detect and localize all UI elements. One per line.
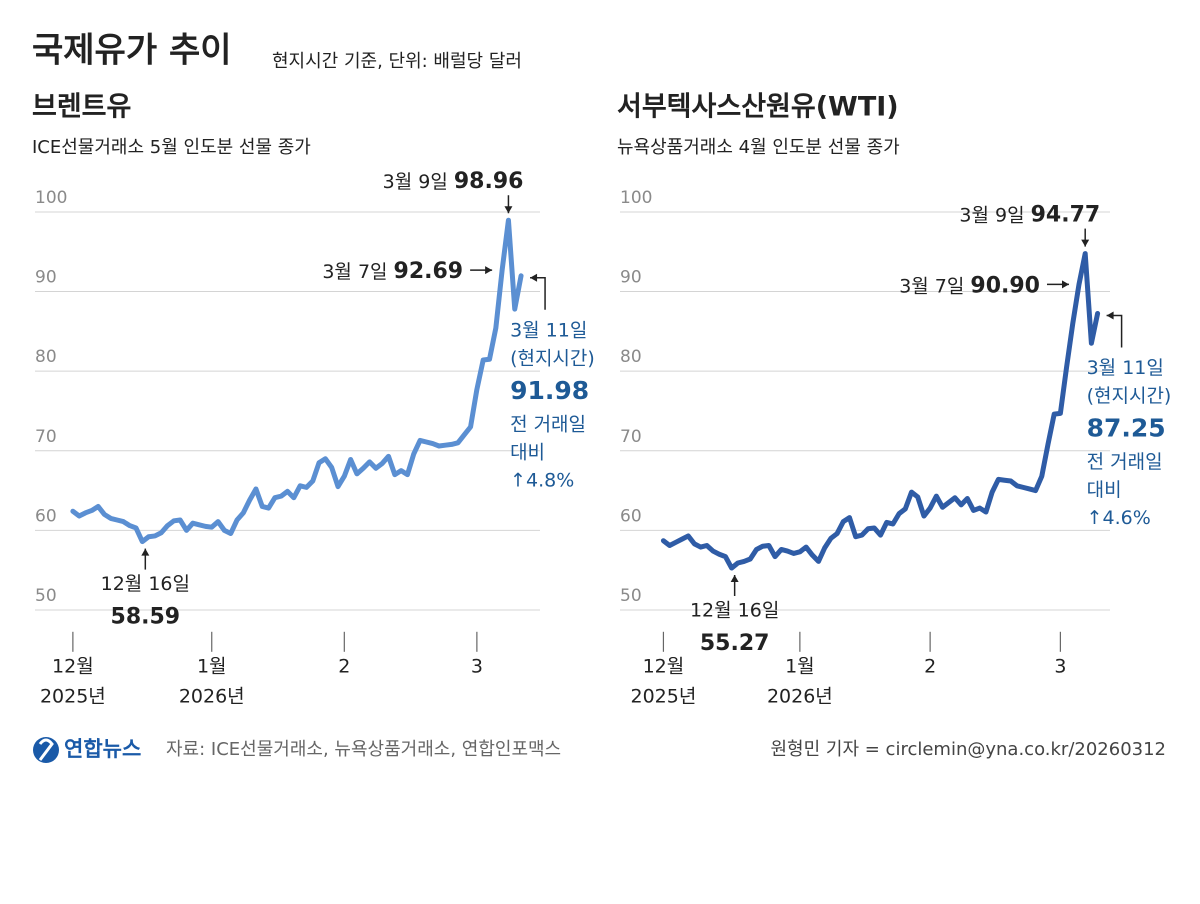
annotation-date: 12월 16일 — [101, 573, 190, 595]
annotation-value: 58.59 — [111, 605, 181, 630]
arrow-head — [730, 575, 739, 583]
arrow-head — [1106, 311, 1114, 320]
annotation: 3월 9일 98.96 — [383, 169, 524, 194]
annotation-date: 3월 7일 — [899, 275, 964, 297]
logo-mark — [38, 738, 54, 761]
annotation-value: 87.25 — [1087, 413, 1166, 442]
arrow-head — [141, 548, 150, 556]
x-tick-label: 2 — [924, 656, 936, 678]
x-tick-label: 12월 — [52, 656, 94, 678]
annotation-change: ↑4.6% — [1087, 507, 1151, 529]
annotation-change-note: 대비 — [1087, 479, 1122, 501]
annotation-note: (현지시간) — [1087, 385, 1172, 407]
annotation: 3월 7일 92.69 — [322, 259, 463, 284]
main-subtitle: 현지시간 기준, 단위: 배럴당 달러 — [272, 51, 522, 72]
annotation-date: 3월 7일 — [322, 261, 387, 283]
annotation: 3월 7일 90.90 — [899, 273, 1040, 298]
credit: 원형민 기자 = circlemin@yna.co.kr/20260312 — [771, 739, 1167, 760]
arrow-head — [504, 206, 513, 214]
x-tick-year: 2025년 — [630, 686, 696, 708]
chart-title: 브렌트유 — [32, 92, 131, 123]
annotation-date: 12월 16일 — [690, 600, 779, 622]
y-tick-label: 50 — [35, 586, 57, 606]
arrow-head — [530, 273, 538, 282]
annotation-note: (현지시간) — [510, 347, 595, 369]
arrow-head — [485, 266, 493, 275]
footer: 연합뉴스 자료: ICE선물거래소, 뉴욕상품거래소, 연합인포맥스 원형민 기… — [33, 737, 1166, 763]
y-tick-label: 60 — [620, 506, 642, 526]
annotation-change-note: 대비 — [510, 441, 545, 463]
main-title: 국제유가 추이 — [32, 31, 232, 71]
y-tick-label: 70 — [620, 427, 642, 447]
x-tick-year: 2026년 — [179, 686, 245, 708]
annotation-change-note: 전 거래일 — [1087, 451, 1163, 473]
annotation-date: 3월 9일 — [959, 204, 1024, 226]
x-tick-label: 3 — [1054, 656, 1066, 678]
y-tick-label: 50 — [620, 586, 642, 606]
y-tick-label: 90 — [620, 268, 642, 288]
chart-title: 서부텍사스산원유(WTI) — [617, 92, 899, 123]
x-tick-label: 3 — [471, 656, 483, 678]
annotation-value: 91.98 — [510, 376, 589, 405]
price-line — [70, 217, 524, 545]
x-tick-label: 1월 — [197, 656, 227, 678]
logo-text: 연합뉴스 — [64, 737, 141, 761]
y-tick-label: 60 — [35, 506, 57, 526]
annotation-value: 92.69 — [394, 259, 464, 284]
annotation-change: ↑4.8% — [510, 469, 574, 491]
annotation-value: 90.90 — [970, 273, 1040, 298]
source: 자료: ICE선물거래소, 뉴욕상품거래소, 연합인포맥스 — [166, 739, 561, 760]
y-tick-label: 100 — [35, 188, 67, 208]
chart-subtitle: ICE선물거래소 5월 인도분 선물 종가 — [32, 137, 311, 158]
y-tick-label: 90 — [35, 268, 57, 288]
y-tick-label: 100 — [620, 188, 652, 208]
arrow-head — [1061, 280, 1069, 289]
price-line — [660, 251, 1101, 571]
y-tick-label: 80 — [35, 347, 57, 367]
y-tick-label: 70 — [35, 427, 57, 447]
chart-subtitle: 뉴욕상품거래소 4월 인도분 선물 종가 — [617, 137, 900, 158]
x-tick-label: 2 — [338, 656, 350, 678]
x-tick-year: 2026년 — [767, 686, 833, 708]
annotation-date: 3월 11일 — [510, 319, 587, 341]
annotation-value: 55.27 — [700, 631, 770, 656]
annotation: 3월 9일 94.77 — [959, 203, 1100, 228]
annotation-date: 3월 11일 — [1087, 357, 1164, 379]
arrow-head — [1081, 239, 1090, 247]
y-tick-label: 80 — [620, 347, 642, 367]
annotation-value: 94.77 — [1031, 203, 1101, 228]
x-tick-year: 2025년 — [40, 686, 106, 708]
annotation-value: 98.96 — [454, 169, 524, 194]
x-tick-label: 1월 — [785, 656, 815, 678]
annotation-change-note: 전 거래일 — [510, 413, 586, 435]
annotation-date: 3월 9일 — [383, 171, 448, 193]
x-tick-label: 12월 — [643, 656, 685, 678]
